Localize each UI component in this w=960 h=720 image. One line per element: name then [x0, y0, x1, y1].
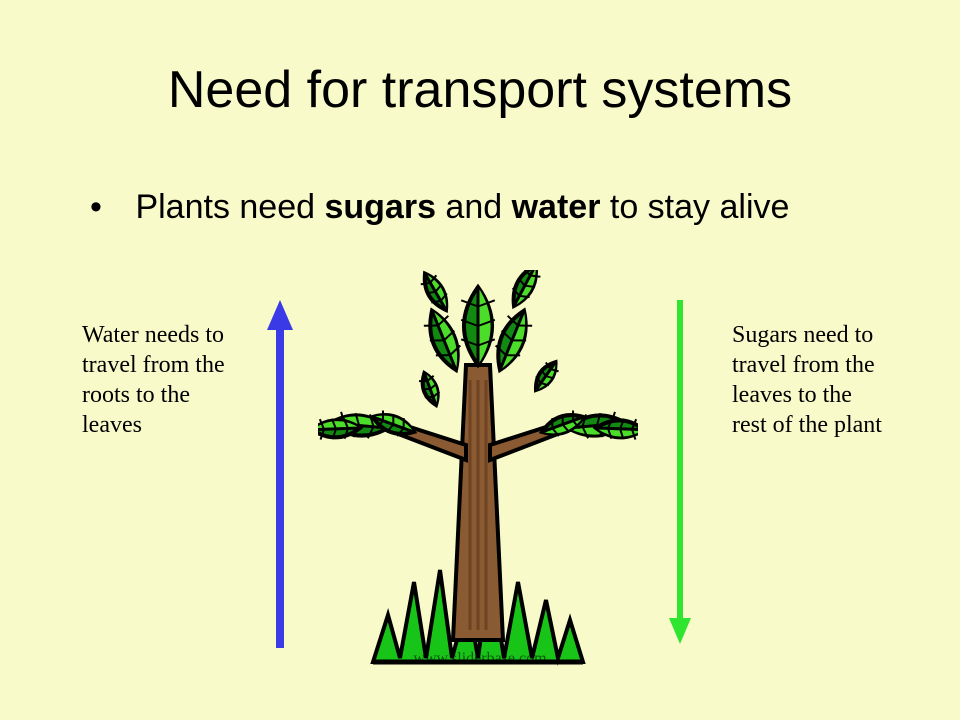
- bullet-text: Plants need sugars and water to stay ali…: [135, 186, 875, 229]
- bullet-item: • Plants need sugars and water to stay a…: [90, 186, 880, 229]
- slide: Need for transport systems • Plants need…: [0, 0, 960, 720]
- bullet-bold2: water: [512, 188, 601, 226]
- bullet-mid: and: [436, 188, 512, 226]
- watermark-text: www.sliderbase.com: [0, 650, 960, 668]
- bullet-dot: •: [90, 186, 126, 229]
- bullet-pre: Plants need: [135, 188, 324, 226]
- bullet-post: to stay alive: [600, 188, 789, 226]
- left-caption: Water needs to travel from the roots to …: [82, 320, 242, 440]
- bullet-bold1: sugars: [324, 188, 436, 226]
- right-caption: Sugars need to travel from the leaves to…: [732, 320, 892, 440]
- slide-title: Need for transport systems: [0, 60, 960, 120]
- plant-illustration: [318, 270, 638, 670]
